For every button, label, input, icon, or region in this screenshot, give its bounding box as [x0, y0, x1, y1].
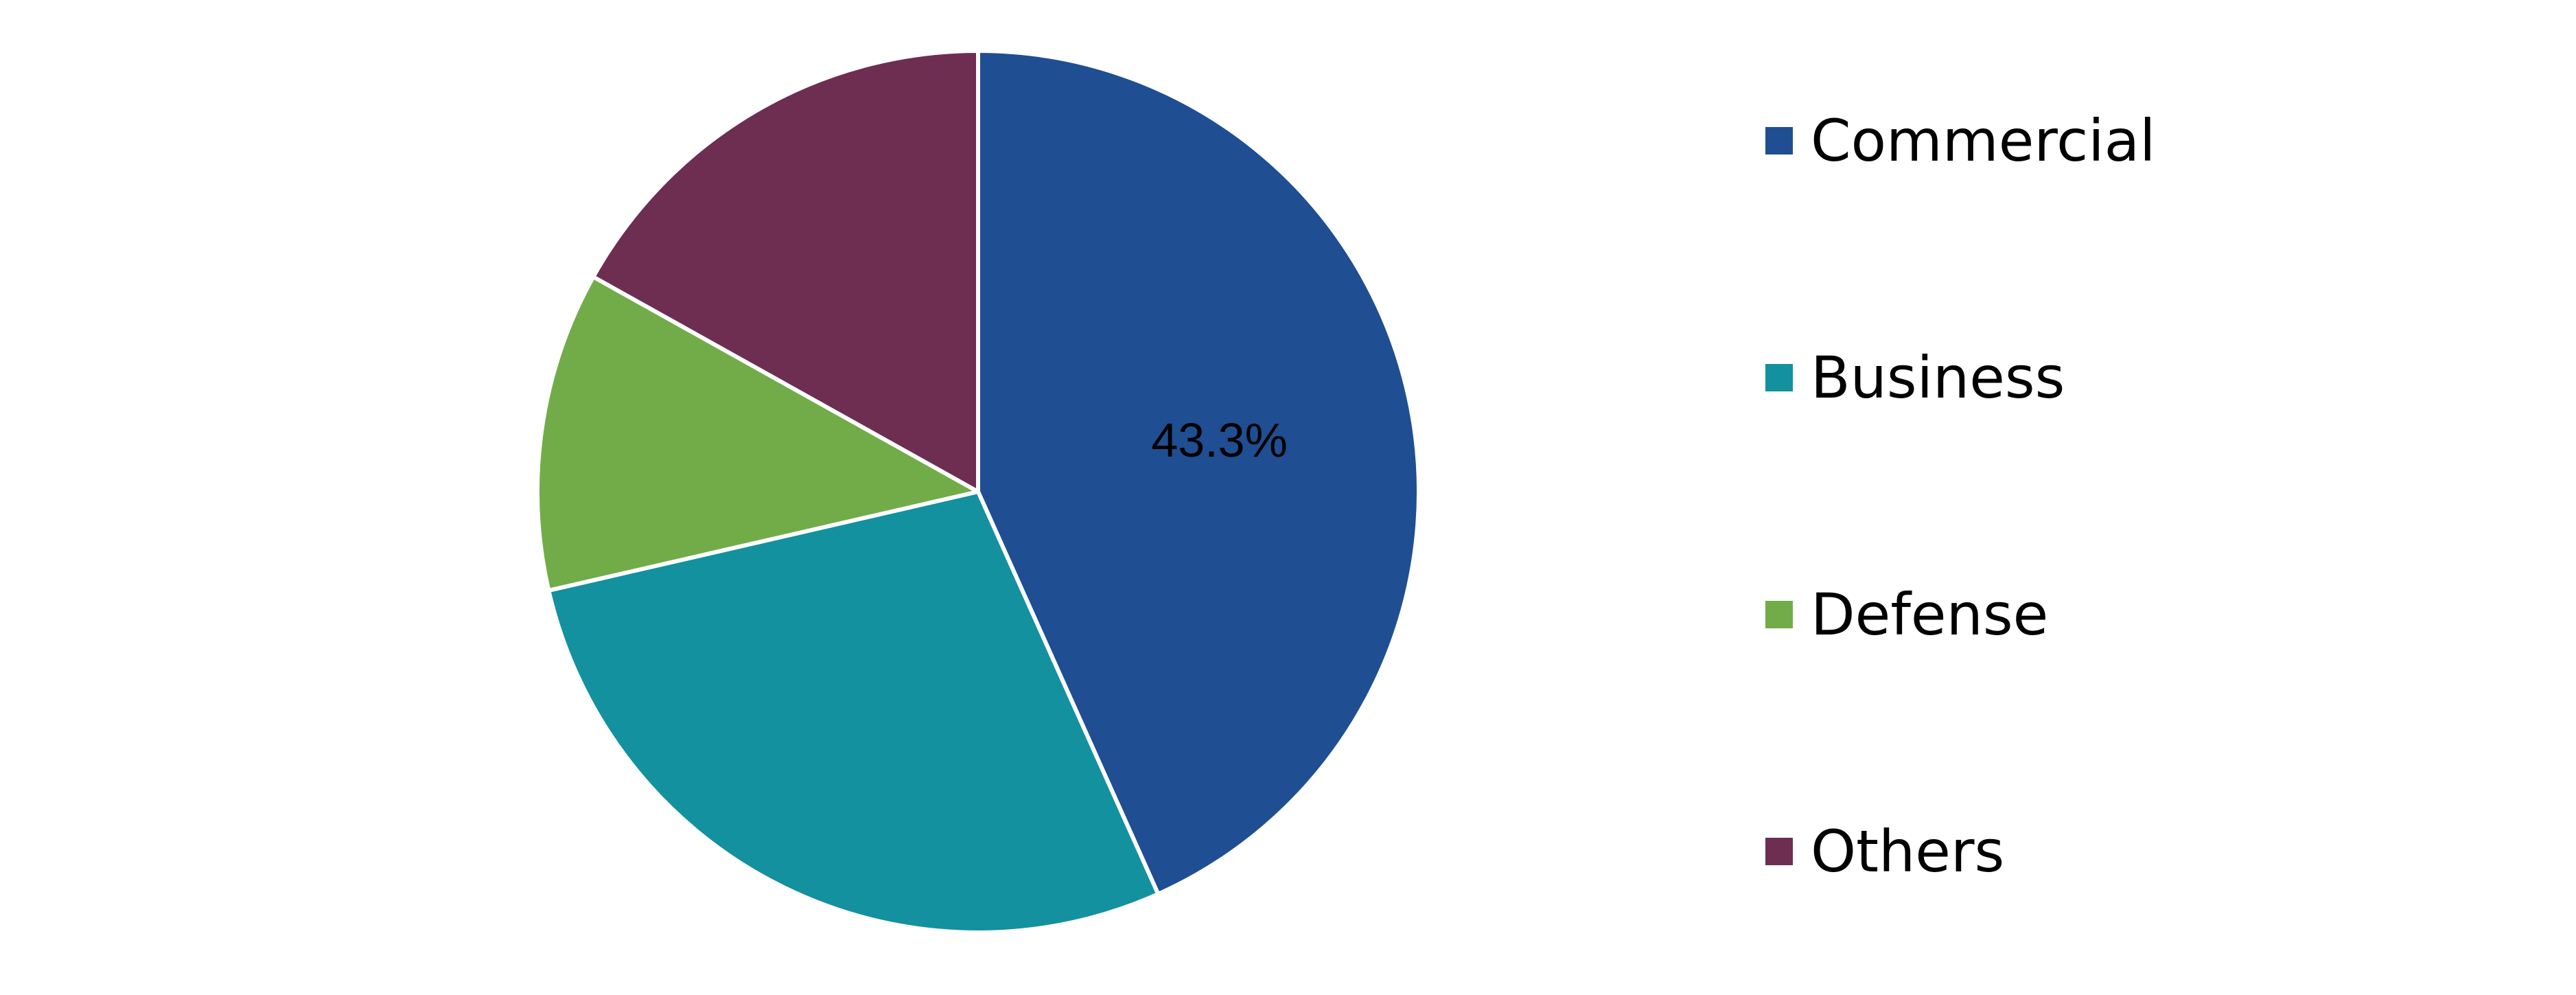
pie-data-labels: 43.3% [1151, 413, 1287, 467]
legend-swatch-others [1765, 838, 1793, 865]
pie-slice-business [546, 490, 1161, 935]
legend-swatch-business [1765, 364, 1793, 391]
legend-swatch-commercial [1765, 127, 1793, 155]
data-label-commercial: 43.3% [1151, 413, 1287, 467]
legend-label-commercial: Commercial [1811, 107, 2155, 174]
legend-swatch-defense [1765, 601, 1793, 628]
pie-slice-others [591, 49, 980, 494]
legend: Commercial Business Defense Others [1765, 107, 2155, 885]
legend-label-others: Others [1811, 818, 2004, 885]
legend-item-others: Others [1765, 818, 2004, 885]
legend-item-business: Business [1765, 344, 2065, 411]
pie-slices [535, 49, 1421, 935]
legend-label-defense: Defense [1811, 581, 2048, 648]
legend-item-defense: Defense [1765, 581, 2048, 648]
pie-slice-commercial [976, 49, 1421, 896]
legend-item-commercial: Commercial [1765, 107, 2155, 174]
pie-slice-defense [535, 275, 980, 593]
legend-label-business: Business [1811, 344, 2065, 411]
